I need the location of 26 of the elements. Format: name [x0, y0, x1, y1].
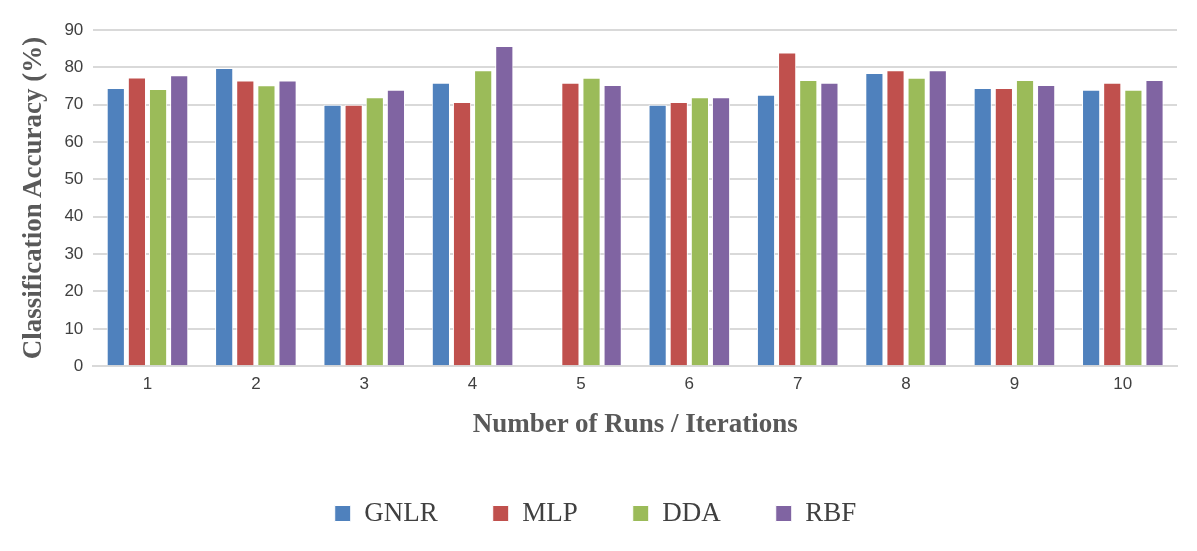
y-axis-title: Classification Accuracy (%) — [17, 36, 48, 360]
y-tick-label: 0 — [73, 355, 84, 375]
x-tick-label: 2 — [251, 374, 261, 394]
x-axis-title: Number of Runs / Iterations — [472, 407, 798, 438]
y-tick-label: 80 — [64, 57, 84, 77]
legend-label: MLP — [522, 496, 578, 527]
x-tick-label: 6 — [684, 374, 695, 394]
x-tick-label: 9 — [1009, 374, 1020, 394]
x-tick-label: 4 — [467, 374, 478, 394]
y-tick-label: 50 — [64, 169, 84, 189]
y-tick-label: 10 — [64, 318, 84, 338]
x-tick-label: 1 — [142, 374, 153, 394]
y-tick-label: 60 — [64, 131, 84, 151]
legend-label: RBF — [805, 496, 857, 527]
x-tick-label: 3 — [359, 374, 369, 394]
y-tick-label: 30 — [64, 243, 84, 263]
y-tick-label: 70 — [64, 94, 84, 114]
y-tick-label: 40 — [64, 206, 84, 226]
x-tick-label: 8 — [901, 374, 911, 394]
legend-label: GNLR — [364, 496, 438, 527]
x-tick-label: 10 — [1113, 374, 1133, 394]
x-tick-label: 5 — [576, 374, 586, 394]
y-tick-label: 20 — [64, 281, 84, 301]
legend-label: DDA — [662, 496, 722, 527]
x-tick-label: 7 — [792, 374, 803, 394]
y-tick-label: 90 — [64, 19, 84, 39]
